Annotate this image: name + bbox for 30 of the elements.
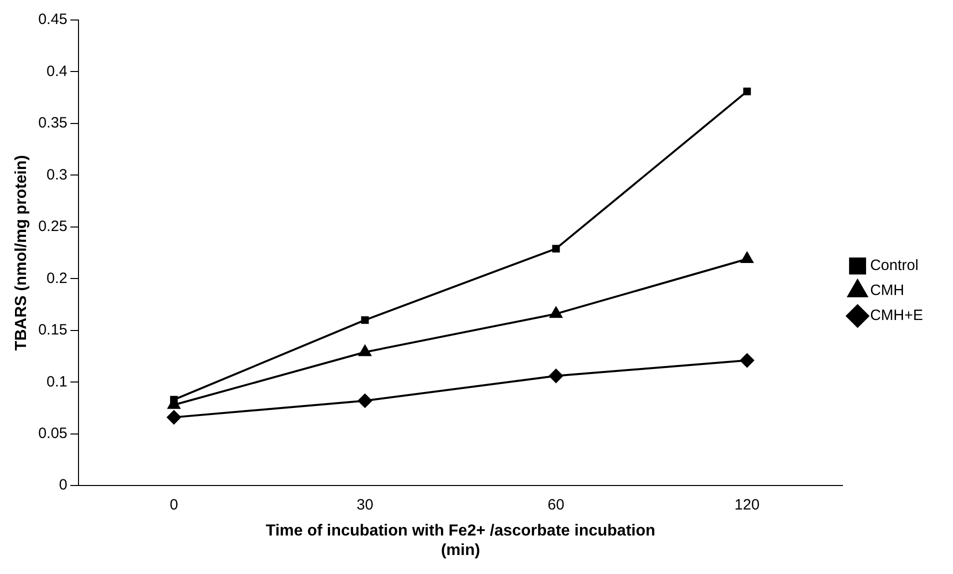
y-axis-title: TBARS (nmol/mg protein) xyxy=(13,155,30,351)
point xyxy=(740,252,754,264)
point xyxy=(170,396,178,404)
x-tick-label: 0 xyxy=(170,496,178,514)
point xyxy=(552,244,560,252)
y-tick-label: 0.1 xyxy=(46,373,68,390)
y-tick-label: 0 xyxy=(59,476,68,494)
x-tick-label: 30 xyxy=(356,496,374,514)
y-tick-label: 0.4 xyxy=(46,62,68,80)
x-tick-label: 120 xyxy=(734,496,760,514)
legend-label: CMH xyxy=(870,282,904,300)
y-tick-label: 0.25 xyxy=(38,218,68,236)
point xyxy=(549,368,564,383)
y-tick-label: 0.05 xyxy=(38,425,68,442)
point xyxy=(740,353,754,368)
y-tick-label: 0.15 xyxy=(38,322,68,339)
legend-label: CMH+E xyxy=(870,307,924,324)
y-tick-label: 0.3 xyxy=(46,166,68,184)
y-tick-label: 0.2 xyxy=(46,270,68,287)
y-tick-label: 0.35 xyxy=(38,114,68,132)
legend-label: Control xyxy=(870,257,918,274)
point xyxy=(743,88,751,96)
point xyxy=(358,345,372,356)
x-tick-label: 60 xyxy=(548,496,564,514)
point xyxy=(166,410,181,424)
y-tick-label: 0.45 xyxy=(38,11,68,28)
point xyxy=(361,316,369,324)
point xyxy=(550,306,562,318)
point xyxy=(358,394,372,408)
x-axis-title: Time of incubation with Fe2+ /ascorbate incubation (min) xyxy=(266,522,656,559)
